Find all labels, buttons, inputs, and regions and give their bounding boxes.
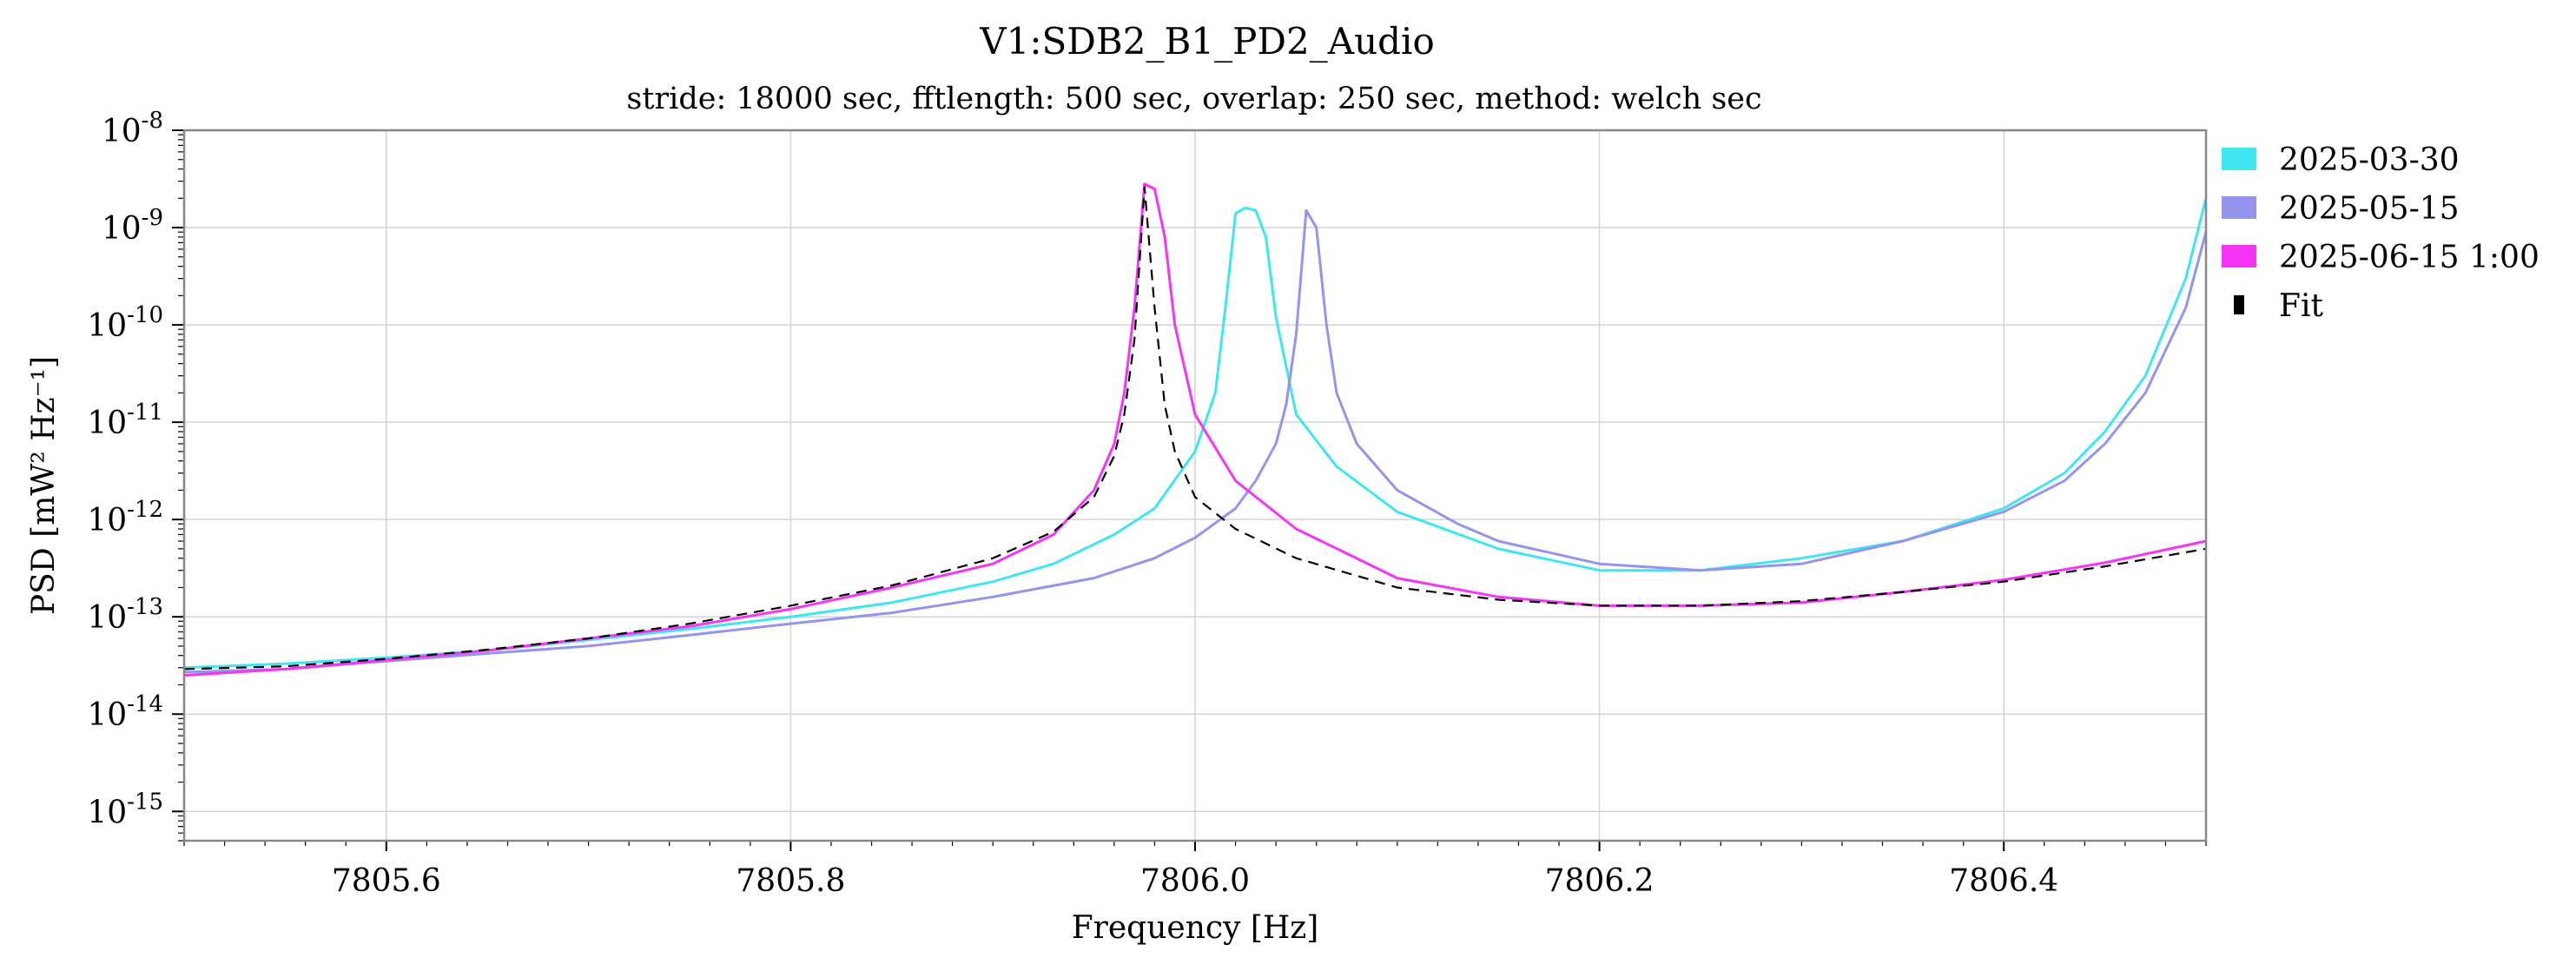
legend-swatch <box>2222 148 2256 170</box>
y-tick-label: 10-11 <box>87 400 163 441</box>
plot-frame <box>182 129 2208 842</box>
series-line <box>183 197 2208 670</box>
y-tick-exponent: -13 <box>127 594 163 620</box>
y-tick-exponent: -9 <box>142 205 163 231</box>
y-tick-label: 10-9 <box>102 205 163 247</box>
grid <box>184 130 2206 841</box>
y-tick-exponent: -11 <box>127 400 163 426</box>
y-tick-label: 10-15 <box>87 789 163 830</box>
series-layer <box>183 182 2208 677</box>
legend-label: Fit <box>2279 288 2323 324</box>
y-tick-label: 10-13 <box>87 594 163 636</box>
y-tick-exponent: -10 <box>127 302 163 328</box>
legend-swatch <box>2222 245 2256 268</box>
x-tick-label: 7806.2 <box>1545 863 1655 899</box>
x-axis-label: Frequency [Hz] <box>1072 910 1319 946</box>
series-line <box>183 208 2208 674</box>
legend-label: 2025-05-15 <box>2279 191 2460 227</box>
y-tick-exponent: -15 <box>127 789 163 815</box>
series-line <box>183 186 2207 670</box>
x-tick-label: 7806.4 <box>1949 863 2058 899</box>
chart-subtitle: stride: 18000 sec, fftlength: 500 sec, o… <box>626 82 1761 116</box>
legend-swatch <box>2234 295 2244 314</box>
legend-label: 2025-06-15 1:00 <box>2279 240 2540 275</box>
axes: 7805.6 7805.8 7806.0 7806.2 7806.4 10-8 10-9 10… <box>87 108 2207 899</box>
x-tick-label: 7805.6 <box>332 863 441 899</box>
y-tick-label: 10-14 <box>87 691 163 733</box>
chart-title: V1:SDB2_B1_PD2_Audio <box>979 20 1434 63</box>
legend: 2025-03-30 2025-05-15 2025-06-15 1:00 Fit <box>2222 142 2540 324</box>
y-tick-exponent: -8 <box>142 108 163 134</box>
x-tick-label: 7805.8 <box>736 863 845 899</box>
y-tick-label: 10-10 <box>87 302 163 344</box>
series-line <box>183 182 2207 677</box>
y-tick-label: 10-8 <box>102 108 163 149</box>
legend-label: 2025-03-30 <box>2279 142 2460 178</box>
legend-swatch <box>2222 196 2256 219</box>
x-tick-label: 7806.0 <box>1140 863 1250 899</box>
y-axis-label: PSD [mW² Hz⁻¹] <box>26 356 62 615</box>
y-tick-exponent: -12 <box>127 497 163 523</box>
y-tick-label: 10-12 <box>87 497 163 538</box>
y-tick-exponent: -14 <box>127 691 163 717</box>
